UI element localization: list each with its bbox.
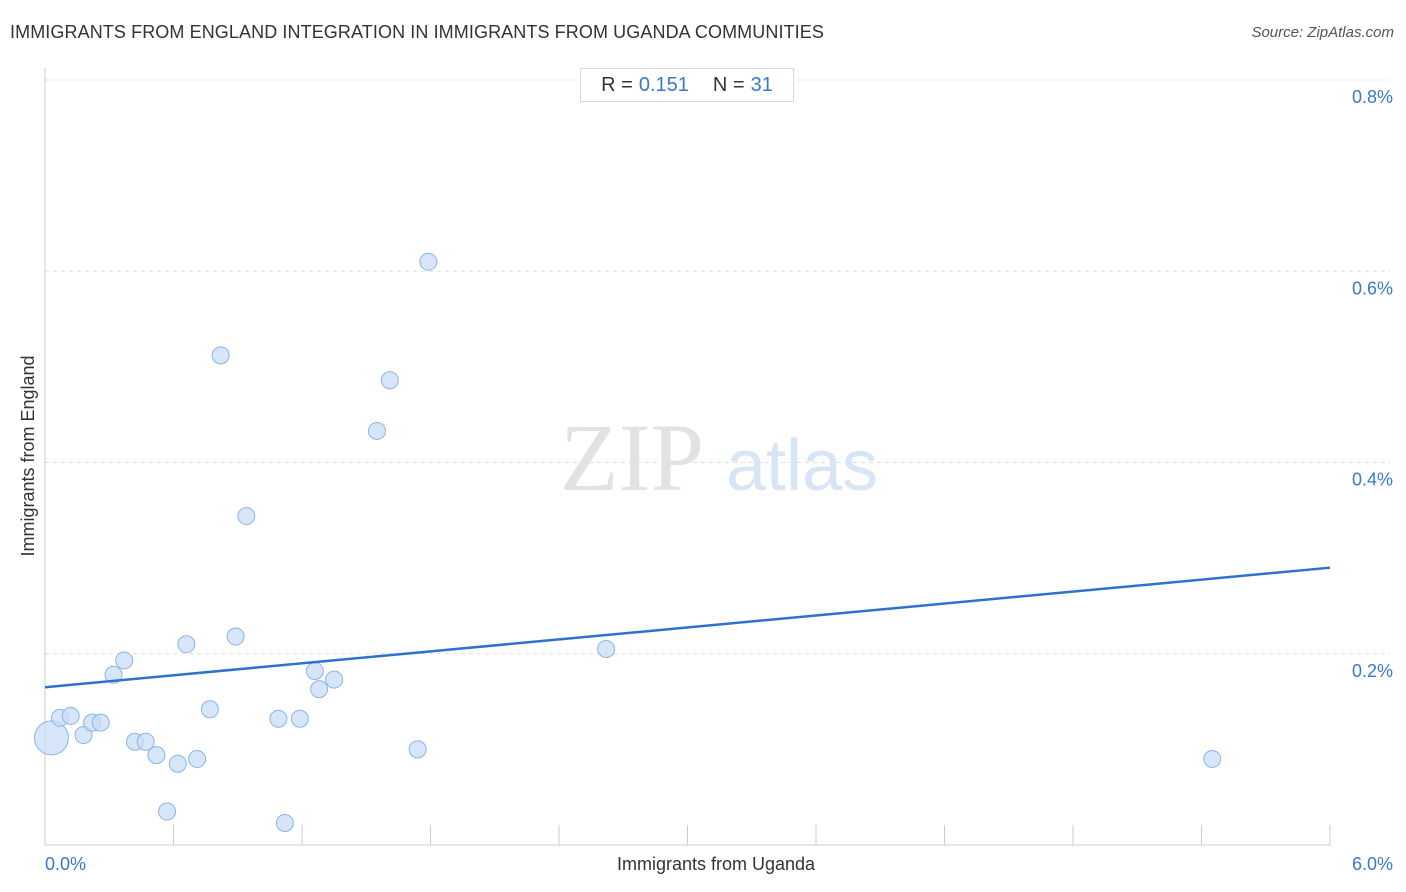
data-point xyxy=(115,651,134,670)
data-point xyxy=(177,635,196,654)
data-point xyxy=(91,713,110,732)
y-tick-labels: 0.2% 0.4% 0.6% 0.8% xyxy=(1352,87,1393,681)
x-tick-label: 0.0% xyxy=(45,854,86,874)
data-points xyxy=(33,252,1222,833)
data-point xyxy=(104,665,123,684)
r-value: 0.151 xyxy=(638,73,689,96)
y-tick-label: 0.8% xyxy=(1352,87,1393,107)
data-point xyxy=(147,746,166,765)
data-point xyxy=(136,732,155,751)
watermark-atlas: atlas xyxy=(726,426,878,506)
grid-lines xyxy=(45,79,1390,655)
data-point xyxy=(33,720,69,756)
data-point xyxy=(237,507,256,526)
n-label: N = xyxy=(712,73,745,96)
source-label: Source: ZipAtlas.com xyxy=(1251,24,1394,41)
data-point xyxy=(597,639,616,658)
data-point xyxy=(380,371,399,390)
data-point xyxy=(305,661,324,680)
y-axis-title: Immigrants from England xyxy=(18,355,38,556)
data-point xyxy=(168,754,187,773)
data-point xyxy=(200,700,219,719)
r-label: R = xyxy=(601,73,633,96)
data-point xyxy=(226,627,245,646)
axes xyxy=(44,68,1331,846)
data-point xyxy=(408,740,427,759)
data-point xyxy=(74,726,93,745)
data-point xyxy=(367,421,386,440)
y-tick-label: 0.6% xyxy=(1352,278,1393,298)
data-point xyxy=(158,802,177,821)
data-point xyxy=(211,346,230,365)
stats-box: R = 0.151 N = 31 xyxy=(580,68,794,102)
x-tick-label: 6.0% xyxy=(1352,854,1393,874)
trend-line xyxy=(44,566,1331,689)
data-point xyxy=(275,814,294,833)
data-point xyxy=(310,680,329,699)
y-tick-label: 0.2% xyxy=(1352,661,1393,681)
chart-title: IMMIGRANTS FROM ENGLAND INTEGRATION IN I… xyxy=(10,22,824,42)
y-tick-label: 0.4% xyxy=(1352,470,1393,490)
trend-line-group xyxy=(44,566,1331,689)
data-point xyxy=(290,709,309,728)
x-tick-labels: 0.0% 6.0% xyxy=(45,854,1393,874)
data-point xyxy=(325,670,344,689)
watermark: ZIP atlas xyxy=(560,404,878,511)
n-value: 31 xyxy=(750,73,773,96)
watermark-zip: ZIP xyxy=(560,404,704,511)
data-point xyxy=(61,706,80,725)
data-point xyxy=(419,252,438,271)
data-point xyxy=(1203,749,1222,768)
x-axis-title: Immigrants from Uganda xyxy=(617,854,816,874)
data-point xyxy=(269,709,288,728)
data-point xyxy=(188,749,207,768)
